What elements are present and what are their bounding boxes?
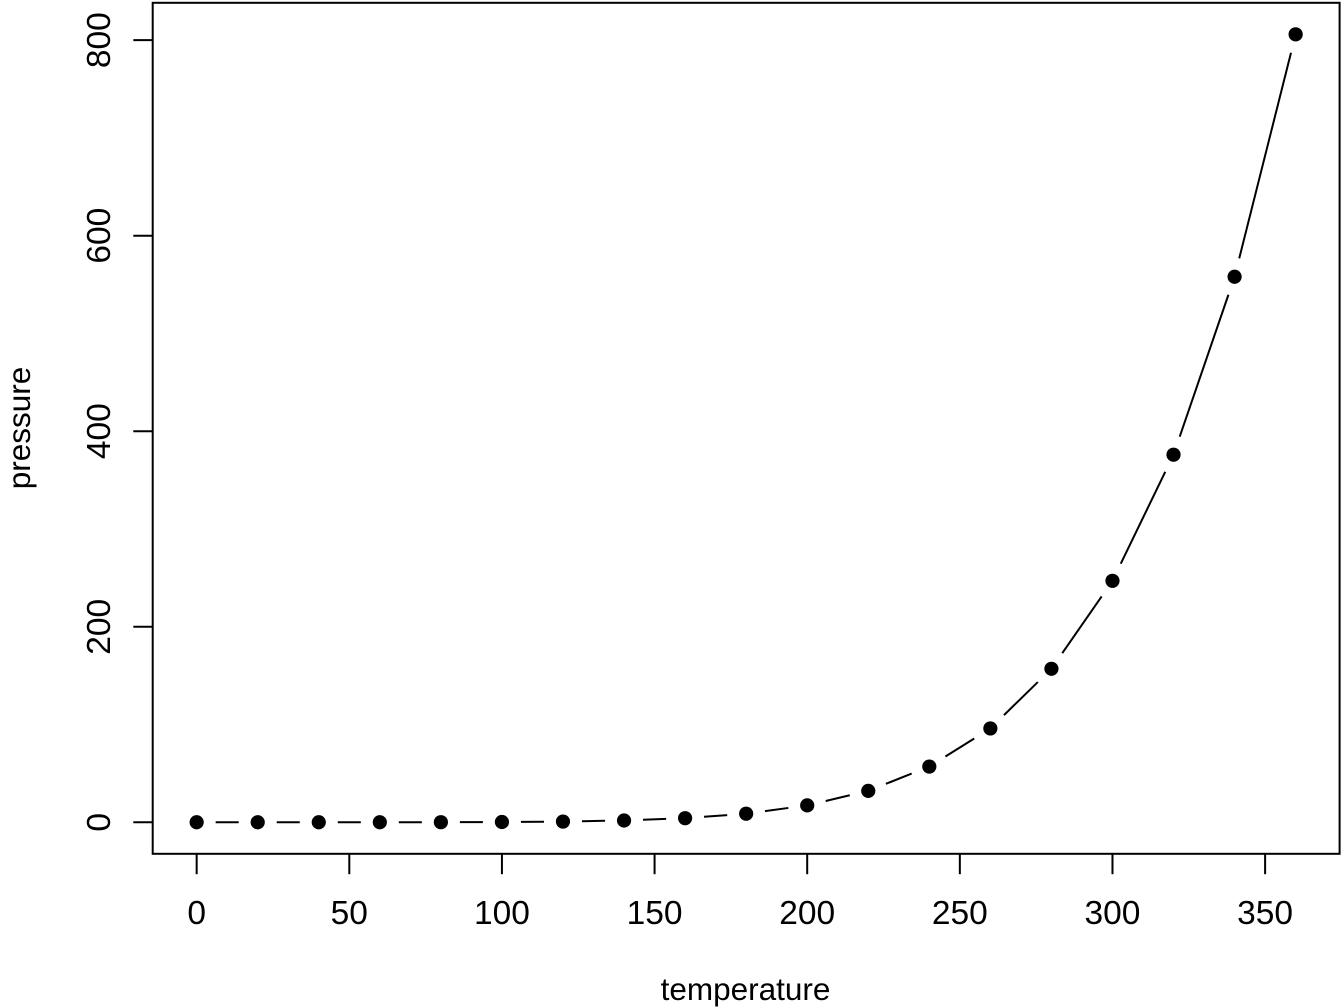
svg-text:100: 100: [474, 895, 530, 932]
svg-text:150: 150: [627, 895, 683, 932]
svg-text:0: 0: [81, 813, 118, 832]
svg-text:0: 0: [187, 895, 206, 932]
svg-text:400: 400: [81, 403, 118, 459]
svg-text:300: 300: [1085, 895, 1141, 932]
svg-text:800: 800: [81, 12, 118, 68]
svg-text:pressure: pressure: [1, 367, 37, 490]
svg-text:600: 600: [81, 208, 118, 264]
svg-text:200: 200: [779, 895, 835, 932]
svg-text:50: 50: [331, 895, 368, 932]
svg-text:350: 350: [1237, 895, 1293, 932]
svg-text:250: 250: [932, 895, 988, 932]
svg-text:200: 200: [81, 599, 118, 655]
svg-text:temperature: temperature: [661, 971, 831, 1007]
